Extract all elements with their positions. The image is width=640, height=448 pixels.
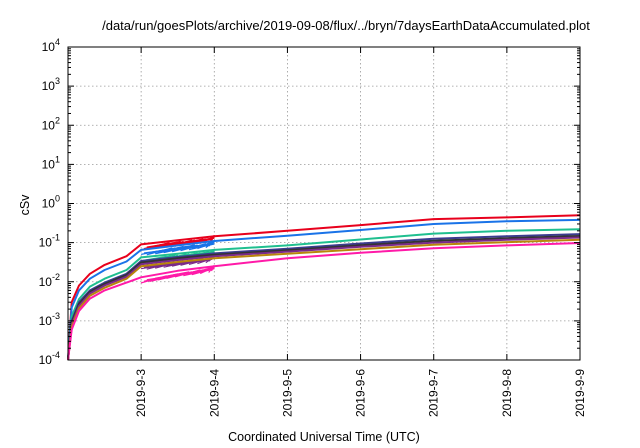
y-tick-base: 10 (39, 236, 53, 250)
series-noise-segment (169, 244, 195, 251)
y-tick-label: 102 (42, 115, 60, 132)
y-axis-label: cSv (18, 194, 32, 216)
x-tick-label: 2019-9-7 (427, 369, 441, 417)
grid-layer (68, 47, 580, 360)
y-tick-base: 10 (42, 197, 56, 211)
y-tick-label: 10-1 (39, 233, 60, 250)
y-tick-exponent: 3 (55, 76, 60, 86)
series-line (67, 235, 581, 361)
y-tick-label: 104 (42, 37, 60, 54)
x-axis-label: Coordinated Universal Time (UTC) (228, 430, 420, 444)
series-line (67, 218, 581, 361)
y-tick-exponent: 4 (55, 37, 60, 47)
y-tick-label: 101 (42, 154, 60, 171)
series-line (67, 238, 581, 361)
y-tick-base: 10 (39, 314, 53, 328)
series-line (67, 233, 581, 361)
y-tick-exponent: -3 (52, 311, 60, 321)
y-tick-label: 10-3 (39, 311, 60, 328)
y-tick-label: 100 (42, 194, 60, 211)
y-tick-base: 10 (42, 40, 56, 54)
series-noise-segment (155, 240, 181, 247)
x-tick-label: 2019-9-9 (573, 369, 587, 417)
y-tick-exponent: -2 (52, 272, 60, 282)
series-line (67, 228, 581, 361)
x-tick-label: 2019-9-3 (134, 369, 148, 417)
x-tick-label: 2019-9-4 (207, 369, 221, 417)
y-tick-exponent: -4 (52, 350, 60, 360)
y-tick-exponent: -1 (52, 233, 60, 243)
series-line (67, 242, 581, 361)
y-tick-label: 103 (42, 76, 60, 93)
series-layer (67, 214, 581, 361)
x-tick-label: 2019-9-6 (354, 369, 368, 417)
y-tick-exponent: 1 (55, 154, 60, 164)
y-tick-exponent: 2 (55, 115, 60, 125)
series-noise-segment (197, 237, 215, 243)
y-tick-base: 10 (39, 275, 53, 289)
series-line (67, 214, 581, 361)
x-axis-ticks: 2019-9-3 2019-9-4 2019-9-5 2019-9-6 2019-9-7… (134, 47, 587, 417)
y-tick-base: 10 (42, 157, 56, 171)
y-tick-exponent: 0 (55, 194, 60, 204)
x-tick-label: 2019-9-8 (500, 369, 514, 417)
y-tick-base: 10 (42, 118, 56, 132)
y-tick-base: 10 (39, 353, 53, 367)
y-tick-label: 10-4 (39, 350, 60, 367)
series-line (67, 236, 581, 361)
y-tick-label: 10-2 (39, 272, 60, 289)
y-tick-base: 10 (42, 79, 56, 93)
x-tick-label: 2019-9-5 (280, 369, 294, 417)
chart-title: /data/run/goesPlots/archive/2019-09-08/f… (102, 18, 590, 33)
